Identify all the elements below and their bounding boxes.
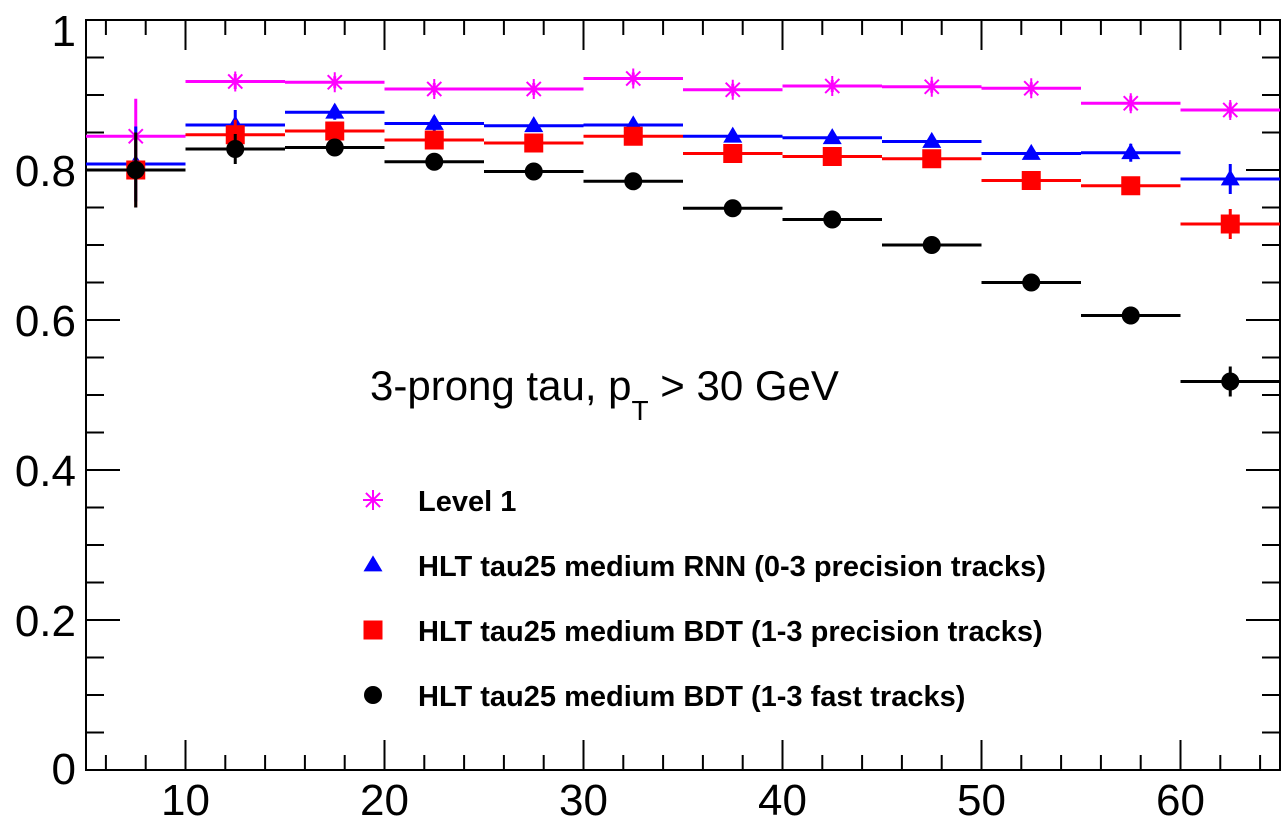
data-point — [1121, 176, 1141, 196]
x-tick-label: 60 — [1156, 776, 1205, 820]
legend-item: HLT tau25 medium BDT (1-3 fast tracks) — [364, 681, 965, 713]
data-point — [424, 113, 444, 130]
annotation-subscript: T — [632, 395, 649, 426]
data-point — [1022, 273, 1041, 292]
data-point — [524, 162, 543, 181]
series-layer — [86, 68, 1280, 397]
data-point — [723, 144, 743, 163]
data-point — [822, 128, 842, 145]
y-tick-label: 0.2 — [15, 597, 76, 646]
data-point — [823, 210, 842, 229]
legend-label: HLT tau25 medium BDT (1-3 precision trac… — [418, 616, 1043, 648]
data-point — [1120, 93, 1141, 114]
legend-marker-triangle — [363, 555, 383, 572]
data-point — [1220, 100, 1241, 120]
data-point — [723, 126, 743, 143]
data-point — [1220, 214, 1240, 234]
data-point — [1121, 306, 1140, 325]
y-tick-label: 1 — [52, 7, 76, 56]
y-tick-label: 0.8 — [15, 147, 76, 196]
x-tick-label: 20 — [360, 776, 409, 820]
data-point — [424, 79, 445, 99]
legend-label: HLT tau25 medium RNN (0-3 precision trac… — [418, 551, 1046, 583]
data-point — [324, 72, 345, 93]
data-point — [325, 102, 345, 119]
chart-annotation: 3-prong tau, pT > 30 GeV — [370, 362, 839, 426]
legend: Level 1 HLT tau25 medium RNN (0-3 precisi… — [363, 486, 1046, 713]
legend-marker-star — [363, 490, 383, 510]
legend-label: Level 1 — [418, 486, 516, 518]
data-point — [523, 79, 544, 99]
data-point — [1021, 78, 1042, 99]
annotation-main: 3-prong tau, p — [370, 362, 632, 409]
legend-item: Level 1 — [363, 486, 516, 518]
data-point — [225, 71, 246, 92]
data-point — [722, 79, 743, 100]
x-tick-label: 40 — [758, 776, 807, 820]
series-star — [86, 68, 1280, 174]
series-square — [86, 119, 1280, 239]
data-point — [1021, 171, 1041, 190]
legend-item: HLT tau25 medium RNN (0-3 precision trac… — [363, 551, 1046, 583]
data-point — [524, 133, 544, 153]
axes: 10 20 30 40 50 60 0 0.2 0.4 0.6 0.8 1 — [15, 7, 1281, 820]
data-point — [623, 126, 643, 146]
data-point — [1121, 143, 1141, 160]
series-circle — [86, 132, 1280, 397]
data-point — [822, 147, 842, 166]
legend-item: HLT tau25 medium BDT (1-3 precision trac… — [363, 616, 1043, 648]
x-tick-label: 50 — [957, 776, 1006, 820]
data-point — [623, 68, 644, 89]
data-point — [921, 76, 942, 97]
data-point — [424, 130, 444, 150]
data-point — [922, 131, 942, 148]
data-point — [524, 116, 544, 133]
y-tick-label: 0.4 — [15, 447, 76, 496]
data-point — [325, 138, 344, 157]
data-point — [126, 161, 145, 179]
legend-label: HLT tau25 medium BDT (1-3 fast tracks) — [418, 681, 965, 713]
annotation-rest: > 30 GeV — [649, 362, 839, 409]
x-tick-label: 30 — [559, 776, 608, 820]
data-point — [325, 121, 345, 141]
y-tick-label: 0 — [52, 745, 76, 794]
data-point — [1220, 169, 1240, 186]
x-tick-label: 10 — [161, 776, 210, 820]
data-point — [1021, 143, 1041, 160]
data-point — [226, 140, 245, 158]
legend-marker-square — [363, 620, 383, 640]
data-point — [624, 172, 643, 191]
data-point — [1221, 372, 1240, 391]
data-point — [922, 236, 941, 254]
data-point — [922, 149, 942, 169]
legend-marker-circle — [364, 686, 382, 704]
data-point — [723, 199, 742, 218]
data-point — [425, 152, 444, 171]
data-point — [822, 76, 843, 96]
y-tick-label: 0.6 — [15, 297, 76, 346]
